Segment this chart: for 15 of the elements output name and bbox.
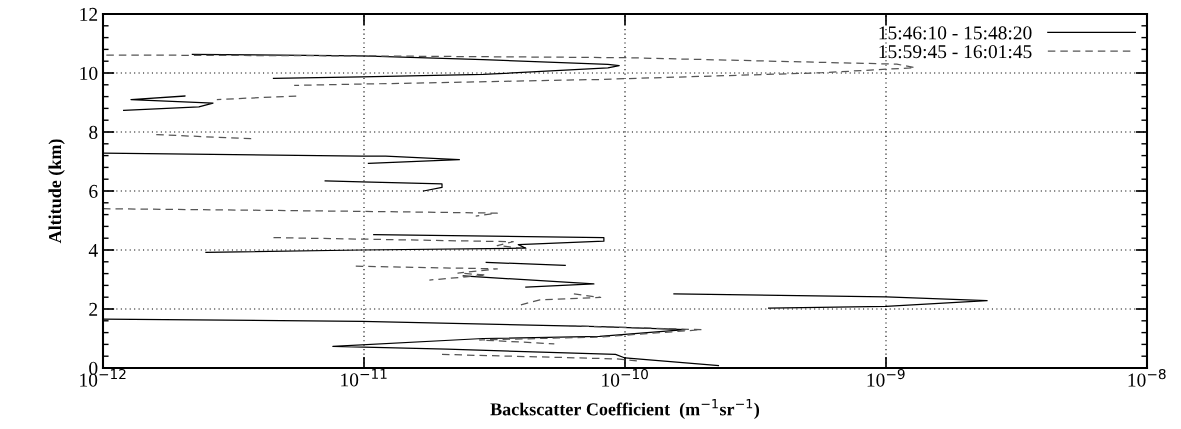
x-tick-label: 10$^{−11}$ (341, 368, 387, 387)
y-tick-label: 8 (89, 125, 98, 139)
y-tick-label: 2 (89, 302, 98, 316)
y-tick-label: 6 (89, 184, 98, 198)
x-tick-label: 10$^{−8}$ (1128, 368, 1166, 387)
y-tick-label: 12 (80, 7, 98, 21)
x-tick-label: 10$^{−9}$ (867, 368, 905, 387)
legend-label: 15:59:45 - 16:01:45 (879, 45, 1032, 59)
x-axis-title: Backscatter Coefficient (m$^{−1}$sr$^{−1}$) (490, 399, 760, 420)
y-tick-label: 0 (89, 361, 98, 375)
legend-label: 15:46:10 - 15:48:20 (879, 26, 1032, 40)
y-tick-label: 4 (88, 243, 98, 257)
y-axis-title: Altitude (km) (48, 139, 65, 244)
x-tick-label: 10$^{−10}$ (602, 368, 648, 387)
y-tick-label: 10 (80, 66, 98, 80)
